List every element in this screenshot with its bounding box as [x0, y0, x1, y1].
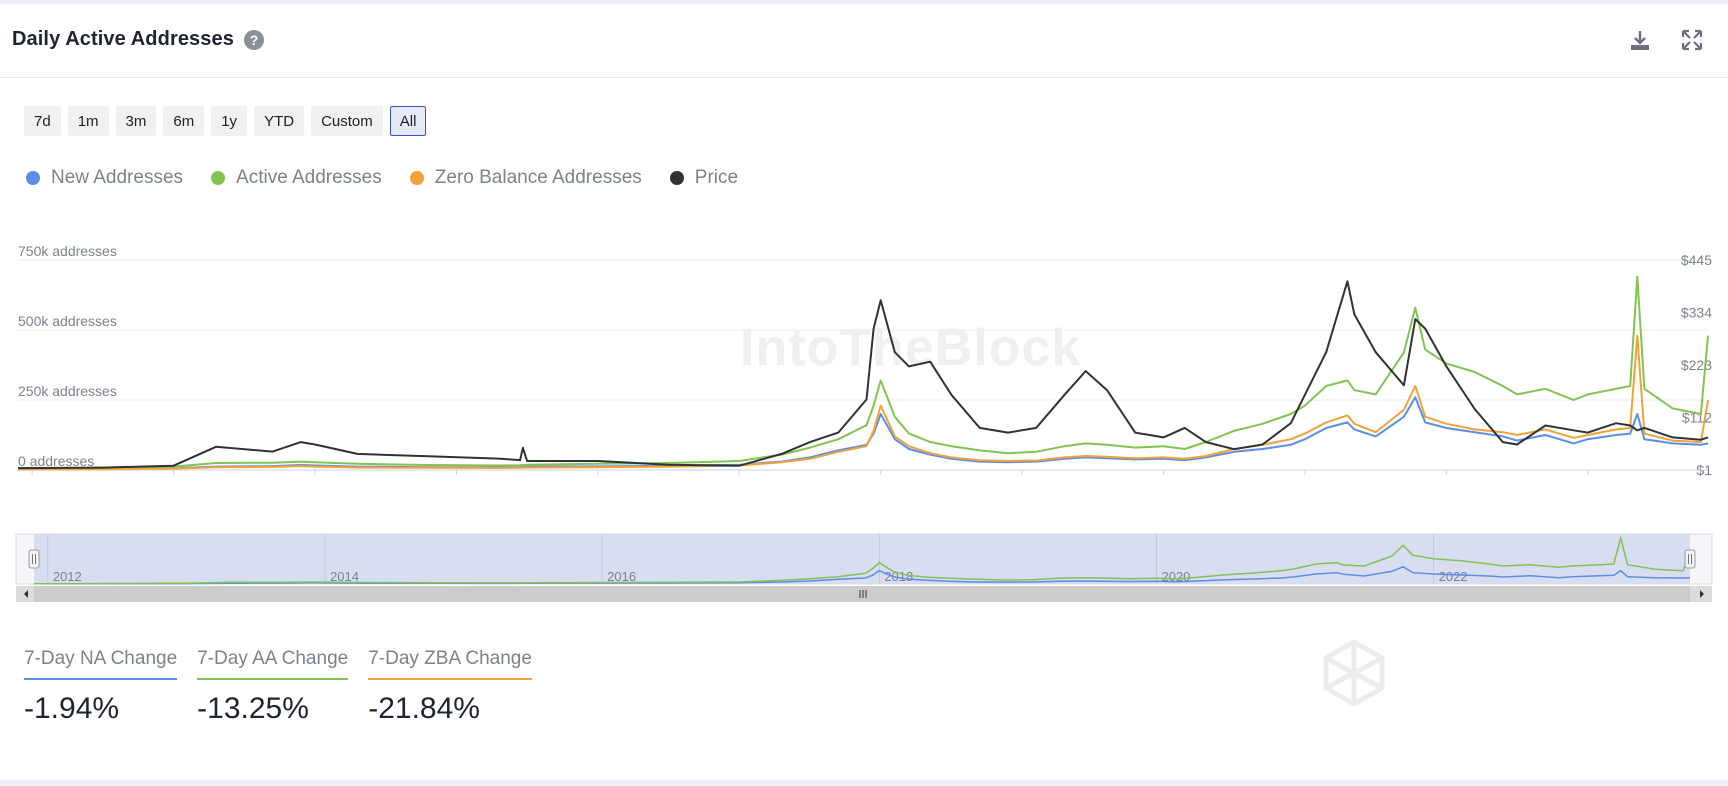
navigator-tick-label: 2014 — [330, 569, 359, 584]
x-tick-label: 2022 — [1430, 477, 1463, 480]
x-tick-label: 2012 — [15, 477, 48, 480]
range-selector: 7d 1m 3m 6m 1y YTD Custom All — [24, 106, 427, 136]
y-left-tick-label: 0 addresses — [18, 453, 94, 469]
navigator-selection[interactable] — [34, 534, 1690, 584]
stat-value: -1.94% — [24, 692, 120, 725]
top-border — [0, 0, 1728, 4]
handle-grip-icon[interactable] — [28, 549, 40, 569]
series-line-zero-balance-addresses — [17, 334, 1709, 471]
x-tick-label: 2013 — [157, 477, 190, 480]
bottom-border — [0, 780, 1728, 786]
navigator-tick-label: 2016 — [607, 569, 636, 584]
legend-label: Active Addresses — [236, 167, 382, 188]
x-tick-label: 2021 — [1288, 477, 1321, 480]
stats-row: 7-Day NA Change -1.94% 7-Day AA Change -13.… — [24, 648, 532, 726]
watermark-text: IntoTheBlock — [740, 319, 1082, 377]
legend-label: New Addresses — [51, 167, 184, 188]
stat-label: 7-Day ZBA Change — [368, 648, 532, 680]
main-chart[interactable]: 0 addresses 250k addresses 500k addresses 7… — [0, 230, 1728, 480]
stat-value: -21.84% — [368, 692, 480, 725]
legend-dot-icon — [26, 171, 40, 185]
x-tick-label: 2016 — [581, 477, 614, 480]
legend-item-zero-balance-addresses[interactable]: Zero Balance Addresses — [409, 167, 642, 189]
x-tick-label: 2015 — [440, 477, 473, 480]
range-button-all[interactable]: All — [389, 106, 427, 136]
y-right-tick-label: $445 — [1681, 252, 1712, 268]
legend-label: Zero Balance Addresses — [434, 167, 642, 188]
watermark: IntoTheBlock — [660, 318, 1385, 707]
download-icon[interactable] — [1628, 28, 1652, 52]
x-tick-label: 2017 — [723, 477, 756, 480]
legend-dot-icon — [211, 171, 226, 185]
chart-legend: New Addresses Active Addresses Zero Balanc… — [26, 167, 738, 189]
range-button-1y[interactable]: 1y — [211, 106, 248, 136]
y-left-tick-label: 750k addresses — [18, 243, 117, 259]
y-right-tick-label: $334 — [1681, 305, 1712, 321]
stat-value: -13.25% — [197, 692, 309, 725]
navigator[interactable]: 2012 2014 2016 2018 2020 2022 — [0, 530, 1728, 610]
legend-label: Price — [694, 167, 739, 188]
range-button-3m[interactable]: 3m — [115, 106, 157, 136]
stat-card: 7-Day NA Change -1.94% — [24, 648, 178, 726]
widget-header: Daily Active Addresses ? — [0, 4, 1728, 78]
watermark-logo-icon — [1323, 639, 1385, 707]
series-line-active-addresses — [17, 275, 1709, 470]
stat-card: 7-Day ZBA Change -21.84% — [368, 648, 532, 726]
y-left-tick-label: 250k addresses — [18, 383, 117, 399]
range-button-7d[interactable]: 7d — [24, 106, 61, 136]
navigator-tick-label: 2020 — [1161, 569, 1190, 584]
range-button-1m[interactable]: 1m — [67, 106, 109, 136]
range-button-6m[interactable]: 6m — [163, 106, 205, 136]
x-tick-label: 2020 — [1147, 477, 1180, 480]
page-title: Daily Active Addresses — [12, 28, 234, 50]
expand-icon[interactable] — [1680, 28, 1704, 52]
x-tick-label: 2018 — [864, 477, 897, 480]
series-line-price — [17, 280, 1709, 470]
navigator-tick-label: 2012 — [53, 569, 82, 584]
legend-item-price[interactable]: Price — [669, 167, 739, 189]
range-button-ytd[interactable]: YTD — [254, 106, 305, 136]
x-tick-label: 2014 — [298, 477, 331, 480]
legend-item-new-addresses[interactable]: New Addresses — [26, 167, 183, 189]
arrow-left-icon[interactable] — [24, 590, 28, 598]
series-line-new-addresses — [17, 396, 1709, 471]
arrow-right-icon[interactable] — [1700, 590, 1704, 598]
x-tick-label: 2019 — [1005, 477, 1038, 480]
stat-card: 7-Day AA Change -13.25% — [197, 648, 349, 726]
legend-item-active-addresses[interactable]: Active Addresses — [211, 167, 382, 189]
x-tick-label: 2023 — [1571, 477, 1604, 480]
legend-dot-icon — [409, 171, 424, 185]
handle-grip-icon[interactable] — [1684, 549, 1696, 569]
navigator-tick-label: 2018 — [884, 569, 913, 584]
navigator-series-active-addresses — [33, 535, 1691, 585]
stat-label: 7-Day AA Change — [197, 648, 349, 680]
range-button-custom[interactable]: Custom — [311, 106, 383, 136]
question-circle-icon[interactable]: ? — [244, 30, 264, 50]
legend-dot-icon — [669, 171, 684, 185]
y-right-tick-label: $223 — [1681, 357, 1712, 373]
stat-label: 7-Day NA Change — [24, 648, 178, 680]
navigator-tick-label: 2022 — [1439, 569, 1468, 584]
y-left-tick-label: 500k addresses — [18, 313, 117, 329]
scrollbar-thumb[interactable] — [34, 586, 1690, 602]
